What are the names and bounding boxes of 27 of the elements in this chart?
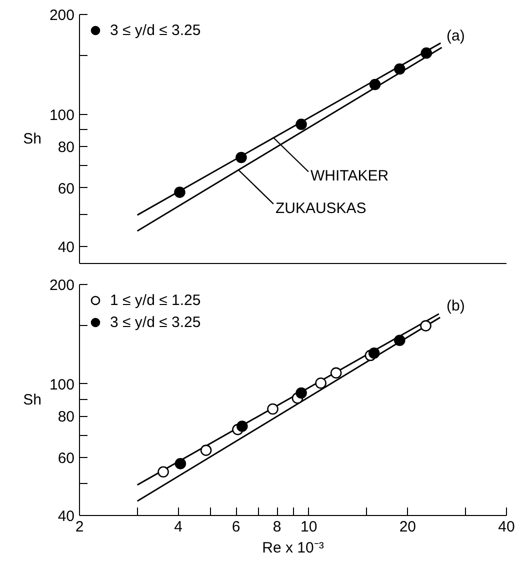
x-tick-label: 2 [75,518,84,536]
y-tick-label: 200 [49,277,75,294]
annotation: WHITAKER [310,168,389,185]
y-tick-label: 80 [58,408,75,426]
legend-label: 1 ≤ y/d ≤ 1.25 [110,292,201,308]
y-tick-label: 60 [58,180,75,198]
y-tick-label: 40 [58,508,75,525]
x-tick-label: 40 [498,518,515,536]
x-tick-label: 4 [174,518,182,536]
y-tick-label: 80 [58,138,75,156]
legend-label: 3 ≤ y/d ≤ 3.25 [110,314,201,330]
y-tick-label: 60 [58,450,75,467]
annotation: ZUKAUSKAS [275,200,366,217]
x-tick-label: 8 [272,518,282,536]
x-tick-label: 10 [300,518,318,536]
y-tick-label: 40 [58,238,75,256]
y-axis-title: Sh [23,130,42,148]
annotation: (a) [446,28,465,44]
y-axis-title: Sh [23,392,42,408]
y-tick-label: 100 [49,106,75,124]
y-tick-label: 100 [49,376,75,394]
x-tick-label: 20 [399,518,416,536]
annotation: (b) [446,298,465,314]
legend-label: 3 ≤ y/d ≤ 3.25 [110,22,201,38]
x-axis-title: Re x 10⁻³ [262,540,324,556]
x-tick-label: 6 [232,518,240,536]
y-tick-label: 200 [49,7,75,24]
